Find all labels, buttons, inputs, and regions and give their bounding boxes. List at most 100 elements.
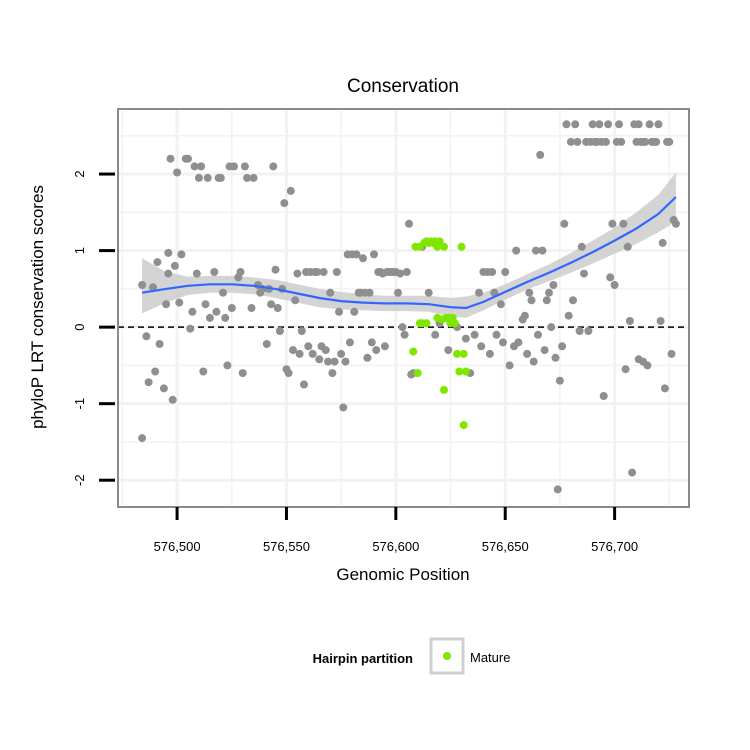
point-other-96 — [363, 353, 372, 362]
point-other-99 — [370, 250, 378, 259]
point-other-155 — [547, 323, 556, 332]
point-other-24 — [194, 173, 203, 182]
y-tick-label-3: 1 — [72, 247, 87, 254]
point-other-81 — [330, 357, 339, 366]
y-axis-title: phyloP LRT conservation scores — [28, 185, 47, 429]
point-other-38 — [227, 304, 236, 312]
point-other-186 — [615, 120, 623, 129]
legend-title: Hairpin partition — [313, 651, 413, 666]
point-other-90 — [350, 307, 359, 316]
point-other-6 — [153, 258, 162, 267]
point-other-127 — [475, 288, 483, 297]
point-other-12 — [166, 154, 175, 163]
point-other-98 — [367, 338, 376, 347]
point-other-84 — [337, 349, 346, 358]
point-other-152 — [540, 346, 549, 355]
point-other-23 — [192, 269, 201, 278]
point-other-82 — [332, 268, 341, 276]
point-other-11 — [164, 269, 173, 278]
point-other-14 — [170, 261, 179, 270]
point-other-9 — [162, 300, 171, 309]
point-other-55 — [273, 304, 282, 312]
point-other-67 — [300, 380, 308, 389]
point-other-138 — [505, 361, 514, 370]
point-other-45 — [247, 304, 256, 312]
point-other-7 — [155, 340, 164, 348]
point-other-58 — [280, 199, 289, 208]
point-other-52 — [267, 300, 276, 309]
point-other-180 — [601, 137, 610, 146]
point-other-22 — [190, 162, 199, 171]
point-other-114 — [402, 268, 411, 276]
point-other-53 — [269, 162, 278, 171]
legend: Hairpin partition Mature — [313, 637, 510, 675]
point-other-131 — [485, 349, 494, 358]
point-other-153 — [542, 296, 551, 305]
point-mature-29 — [461, 367, 470, 376]
point-other-200 — [645, 120, 654, 129]
point-other-104 — [380, 342, 389, 351]
point-other-91 — [352, 250, 361, 259]
point-mature-26 — [457, 242, 466, 251]
point-other-177 — [595, 120, 604, 129]
point-other-198 — [641, 137, 650, 146]
point-other-141 — [514, 338, 523, 347]
point-other-42 — [238, 369, 247, 378]
x-axis: 576,500 576,550 576,600 576,650 576,700 — [154, 507, 638, 554]
point-other-4 — [149, 283, 157, 292]
point-other-134 — [492, 330, 501, 339]
point-other-80 — [328, 369, 337, 378]
point-other-136 — [499, 338, 507, 347]
point-other-60 — [284, 369, 293, 378]
point-other-97 — [365, 288, 374, 297]
point-other-113 — [400, 330, 409, 339]
chart-title: Conservation — [347, 76, 459, 97]
point-other-154 — [545, 288, 553, 297]
point-other-66 — [297, 327, 306, 335]
point-other-192 — [628, 468, 637, 477]
point-other-78 — [324, 357, 332, 366]
point-other-112 — [398, 323, 407, 332]
point-other-157 — [551, 353, 560, 362]
point-other-31 — [212, 307, 221, 316]
point-other-5 — [151, 367, 160, 376]
point-other-122 — [444, 346, 453, 355]
point-other-26 — [199, 367, 208, 376]
x-tick-label-3: 576,650 — [482, 539, 529, 554]
y-tick-label-1: -1 — [72, 398, 87, 410]
point-other-204 — [654, 120, 663, 129]
point-other-170 — [580, 269, 588, 278]
x-tick-label-1: 576,550 — [263, 539, 310, 554]
point-other-214 — [634, 355, 643, 364]
point-other-184 — [610, 281, 619, 289]
point-other-137 — [501, 268, 510, 276]
point-other-21 — [188, 307, 197, 316]
point-other-172 — [584, 327, 593, 335]
point-other-144 — [523, 349, 532, 358]
point-other-8 — [159, 384, 168, 393]
point-other-207 — [660, 384, 669, 393]
point-other-187 — [617, 137, 626, 146]
point-other-188 — [619, 219, 628, 228]
point-other-94 — [359, 254, 367, 263]
point-other-205 — [656, 317, 665, 325]
point-other-160 — [558, 342, 567, 351]
point-other-50 — [262, 340, 271, 348]
point-other-162 — [562, 120, 571, 129]
point-other-191 — [625, 317, 634, 325]
point-other-64 — [293, 269, 302, 278]
point-other-30 — [210, 268, 219, 276]
point-other-166 — [571, 120, 580, 129]
point-other-13 — [168, 395, 177, 404]
point-other-135 — [496, 300, 505, 309]
point-other-44 — [243, 173, 252, 182]
point-other-76 — [319, 268, 328, 276]
point-other-10 — [164, 248, 173, 257]
point-other-88 — [345, 338, 354, 347]
x-tick-label-0: 576,500 — [154, 539, 201, 554]
point-mature-23 — [450, 319, 459, 328]
confidence-ribbon — [142, 172, 676, 318]
point-mature-18 — [440, 242, 448, 251]
point-other-34 — [219, 288, 227, 297]
plot-panel — [117, 108, 690, 508]
